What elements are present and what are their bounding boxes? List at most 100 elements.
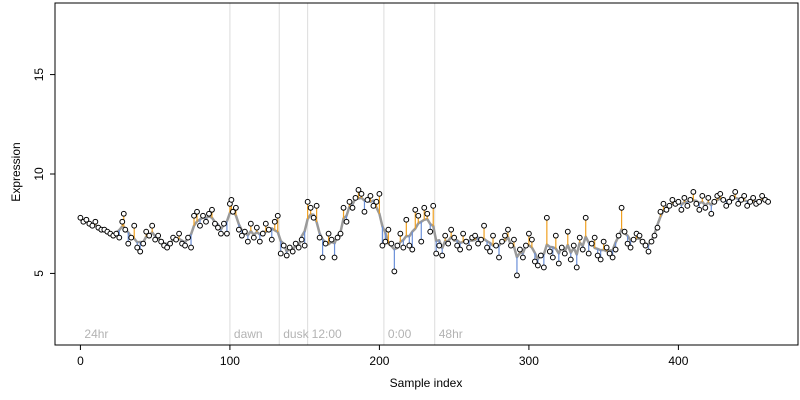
data-point	[573, 264, 580, 271]
data-point	[209, 206, 215, 213]
data-point	[612, 246, 619, 253]
data-point	[660, 200, 667, 207]
data-point	[490, 232, 496, 239]
data-point	[280, 242, 287, 249]
data-point	[720, 196, 727, 203]
data-point	[244, 238, 251, 245]
data-point	[373, 198, 380, 205]
data-point	[316, 234, 323, 241]
data-point	[334, 234, 341, 241]
data-point	[549, 254, 556, 261]
data-point	[508, 242, 514, 249]
data-point	[337, 230, 344, 237]
data-point	[376, 190, 383, 197]
data-point	[558, 244, 565, 251]
data-point	[711, 198, 718, 205]
data-point	[271, 218, 278, 225]
data-point	[675, 198, 682, 205]
data-point	[451, 234, 458, 241]
data-point	[412, 206, 419, 213]
data-point	[642, 242, 649, 249]
data-point	[120, 210, 127, 217]
data-point	[639, 238, 646, 245]
data-point	[215, 224, 221, 231]
data-point	[528, 236, 535, 243]
data-point	[624, 240, 631, 247]
data-point	[134, 244, 141, 251]
data-point	[149, 222, 156, 229]
data-point	[615, 232, 622, 239]
data-point	[448, 226, 455, 233]
data-point	[92, 218, 99, 225]
data-point	[274, 212, 281, 219]
data-point	[702, 204, 709, 211]
data-point	[546, 248, 553, 255]
data-point	[654, 224, 661, 231]
data-point	[277, 250, 284, 257]
data-point	[457, 246, 464, 253]
data-point	[77, 214, 84, 221]
data-point	[113, 230, 120, 237]
data-point	[406, 242, 413, 249]
data-point	[597, 256, 604, 263]
data-point	[298, 236, 305, 243]
data-point	[310, 214, 317, 221]
data-point	[116, 234, 123, 241]
data-point	[358, 190, 365, 197]
y-axis-label: Expression	[9, 142, 23, 201]
data-point	[364, 196, 371, 203]
data-point	[391, 268, 398, 275]
data-point	[253, 224, 260, 231]
data-point	[167, 240, 174, 247]
data-point	[523, 242, 529, 249]
data-point	[415, 212, 422, 219]
data-point	[603, 244, 610, 251]
data-point	[723, 202, 730, 209]
data-point	[176, 230, 182, 237]
data-point	[696, 206, 703, 213]
phase-label: dawn	[234, 327, 263, 341]
data-point	[262, 220, 269, 227]
data-point	[454, 242, 461, 249]
data-point	[759, 192, 766, 199]
data-point	[224, 230, 230, 237]
data-point	[361, 208, 368, 215]
phase-label: 48hr	[439, 327, 463, 341]
x-tick-label: 100	[220, 354, 240, 368]
data-point	[385, 226, 392, 233]
data-point	[228, 196, 235, 203]
data-point	[427, 228, 434, 235]
data-point	[370, 202, 377, 209]
data-point	[89, 222, 96, 229]
data-point	[526, 230, 532, 237]
data-point	[388, 240, 395, 247]
phase-separator-lines	[229, 3, 436, 345]
data-point	[355, 187, 362, 193]
data-point	[487, 248, 493, 255]
y-tick-label: 15	[32, 68, 46, 82]
data-point	[194, 208, 200, 215]
data-point	[331, 254, 338, 261]
data-point	[621, 228, 628, 235]
data-point	[517, 246, 523, 253]
data-point	[424, 210, 431, 217]
data-point	[657, 208, 664, 215]
data-point	[687, 196, 694, 203]
data-point	[663, 206, 670, 213]
data-point	[250, 234, 257, 241]
data-point	[600, 238, 607, 245]
data-point	[531, 258, 538, 265]
data-point	[418, 238, 425, 245]
data-point	[188, 244, 194, 251]
data-point	[140, 240, 147, 247]
data-point	[212, 220, 218, 227]
data-point	[744, 202, 751, 209]
data-point	[582, 214, 589, 221]
data-point	[83, 216, 90, 223]
data-point	[478, 236, 484, 243]
data-point	[221, 220, 227, 227]
data-point	[137, 248, 144, 255]
data-point	[588, 240, 595, 247]
data-point	[484, 244, 490, 251]
data-point	[433, 250, 440, 257]
